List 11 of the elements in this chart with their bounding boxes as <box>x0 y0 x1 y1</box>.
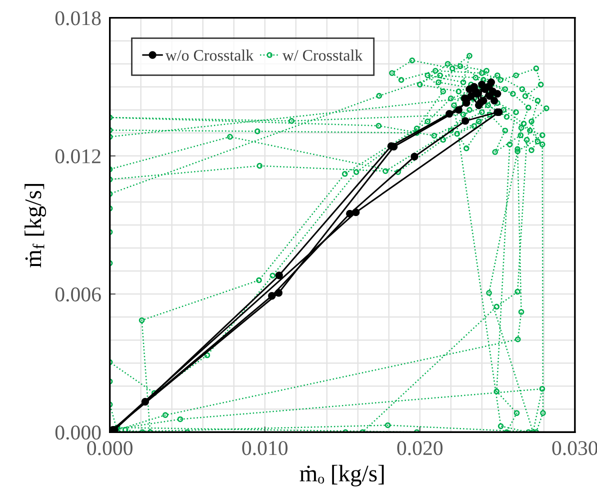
x-tick-label: 0.010 <box>242 441 288 456</box>
x-axis-title: ṁₒ [kg/s] <box>300 464 384 486</box>
y-axis-title: ṁ$_{f}$ [kg/s] <box>24 184 46 268</box>
y-tick-label: 0.000 <box>55 426 101 440</box>
y-tick-label: 0.012 <box>55 149 100 164</box>
y-tick-label: 0.018 <box>55 11 101 26</box>
legend-label: w/o Crosstalk <box>165 50 254 61</box>
y-tick-label: 0.006 <box>55 287 101 302</box>
legend-label: w/ Crosstalk <box>282 50 363 61</box>
x-tick-label: 0.020 <box>397 441 443 456</box>
x-tick-label: 0.000 <box>87 441 132 456</box>
